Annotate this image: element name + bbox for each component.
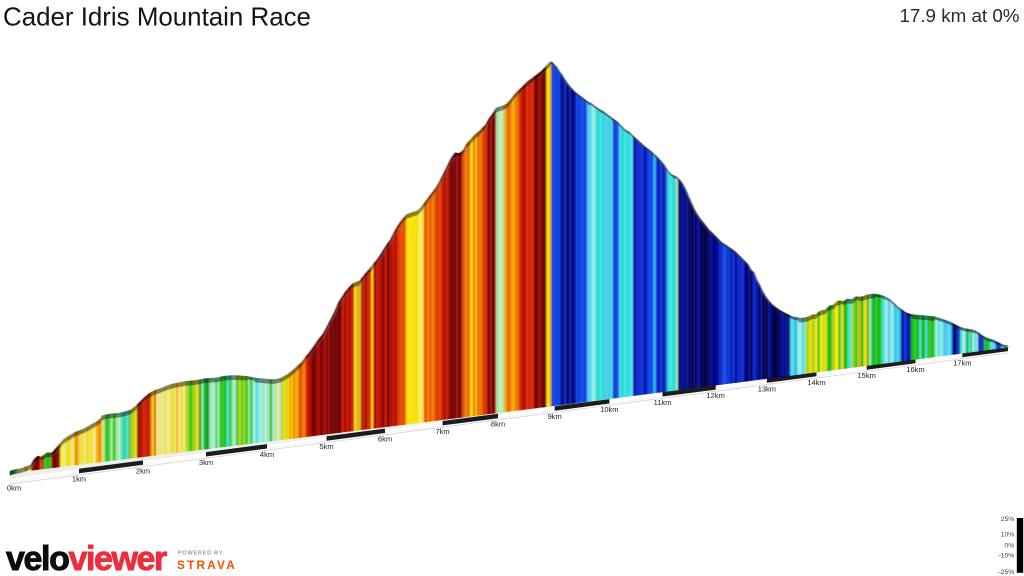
svg-text:2km: 2km [136, 466, 150, 475]
svg-text:25%: 25% [1001, 516, 1015, 523]
svg-text:13km: 13km [758, 384, 776, 393]
svg-text:17.9 km at 0%: 17.9 km at 0% [899, 5, 1019, 26]
svg-text:-10%: -10% [998, 553, 1014, 560]
svg-text:1km: 1km [72, 475, 86, 484]
svg-text:5km: 5km [319, 442, 333, 451]
svg-text:8km: 8km [491, 420, 505, 429]
svg-text:17km: 17km [953, 359, 971, 368]
svg-text:0%: 0% [1004, 542, 1014, 549]
svg-text:11km: 11km [654, 398, 672, 407]
svg-text:10km: 10km [600, 405, 618, 414]
svg-text:15km: 15km [858, 371, 876, 380]
svg-text:POWERED BY: POWERED BY [178, 551, 223, 557]
svg-text:3km: 3km [199, 458, 213, 467]
svg-text:16km: 16km [906, 365, 924, 374]
svg-text:-25%: -25% [998, 569, 1014, 576]
svg-text:14km: 14km [807, 378, 825, 387]
svg-text:STRAVA: STRAVA [177, 558, 237, 572]
svg-text:12km: 12km [707, 391, 725, 400]
svg-text:0km: 0km [7, 483, 21, 492]
svg-text:6km: 6km [378, 435, 392, 444]
svg-text:4km: 4km [260, 450, 274, 459]
svg-text:10%: 10% [1001, 532, 1015, 539]
svg-text:9km: 9km [548, 412, 562, 421]
svg-text:7km: 7km [436, 427, 450, 436]
svg-text:Cader Idris Mountain Race: Cader Idris Mountain Race [3, 4, 311, 32]
svg-text:veloviewer: veloviewer [6, 540, 167, 576]
